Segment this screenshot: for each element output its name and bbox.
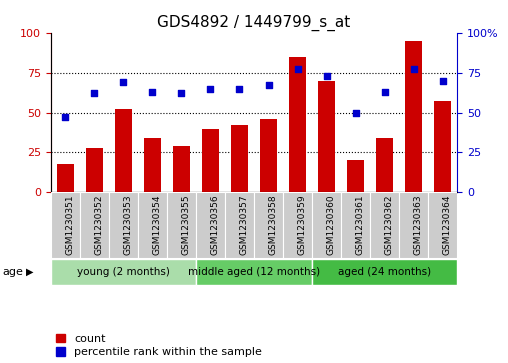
Bar — [202, 129, 219, 192]
Text: GSM1230353: GSM1230353 — [123, 195, 133, 256]
Bar — [51, 192, 80, 258]
Bar — [283, 192, 312, 258]
Bar — [231, 125, 248, 192]
Bar — [80, 192, 109, 258]
Legend: count, percentile rank within the sample: count, percentile rank within the sample — [56, 334, 262, 358]
Bar — [167, 192, 196, 258]
Bar — [56, 164, 74, 192]
Bar — [51, 259, 196, 285]
Bar — [115, 109, 132, 192]
Text: middle aged (12 months): middle aged (12 months) — [188, 267, 320, 277]
Bar — [173, 146, 190, 192]
Point — [206, 86, 214, 91]
Text: GSM1230355: GSM1230355 — [181, 195, 190, 256]
Bar — [376, 138, 393, 192]
Bar — [225, 192, 254, 258]
Text: GSM1230354: GSM1230354 — [152, 195, 162, 255]
Text: GSM1230359: GSM1230359 — [298, 195, 306, 256]
Bar — [196, 192, 225, 258]
Point — [380, 89, 389, 95]
Point — [235, 86, 243, 91]
Bar — [260, 119, 277, 192]
Text: GSM1230364: GSM1230364 — [442, 195, 452, 255]
Text: aged (24 months): aged (24 months) — [338, 267, 431, 277]
Bar — [289, 57, 306, 192]
Bar — [318, 81, 335, 192]
Bar — [312, 259, 457, 285]
Point — [294, 66, 302, 72]
Bar — [138, 192, 167, 258]
Text: GSM1230351: GSM1230351 — [66, 195, 74, 256]
Text: GSM1230362: GSM1230362 — [385, 195, 394, 255]
Text: GSM1230363: GSM1230363 — [414, 195, 423, 256]
Text: GSM1230361: GSM1230361 — [356, 195, 365, 256]
Bar — [312, 192, 341, 258]
Bar — [109, 192, 138, 258]
Bar — [254, 192, 283, 258]
Point — [352, 110, 360, 115]
Bar — [405, 41, 422, 192]
Bar — [86, 148, 103, 192]
Text: GSM1230360: GSM1230360 — [327, 195, 336, 256]
Text: GSM1230357: GSM1230357 — [239, 195, 248, 256]
Text: GDS4892 / 1449799_s_at: GDS4892 / 1449799_s_at — [157, 15, 351, 31]
Bar — [341, 192, 370, 258]
Point — [119, 79, 128, 85]
Point — [177, 90, 185, 96]
Bar — [347, 160, 364, 192]
Text: ▶: ▶ — [26, 267, 33, 277]
Bar — [144, 138, 161, 192]
Bar — [434, 101, 452, 192]
Bar — [399, 192, 428, 258]
Text: GSM1230356: GSM1230356 — [210, 195, 219, 256]
Bar — [370, 192, 399, 258]
Point — [265, 82, 273, 88]
Text: age: age — [3, 267, 23, 277]
Bar — [428, 192, 457, 258]
Point — [148, 89, 156, 95]
Text: GSM1230352: GSM1230352 — [94, 195, 103, 255]
Point — [438, 78, 447, 83]
Bar — [196, 259, 312, 285]
Point — [90, 90, 99, 96]
Point — [61, 114, 70, 120]
Point — [323, 73, 331, 79]
Text: young (2 months): young (2 months) — [77, 267, 170, 277]
Point — [409, 66, 418, 72]
Text: GSM1230358: GSM1230358 — [269, 195, 277, 256]
